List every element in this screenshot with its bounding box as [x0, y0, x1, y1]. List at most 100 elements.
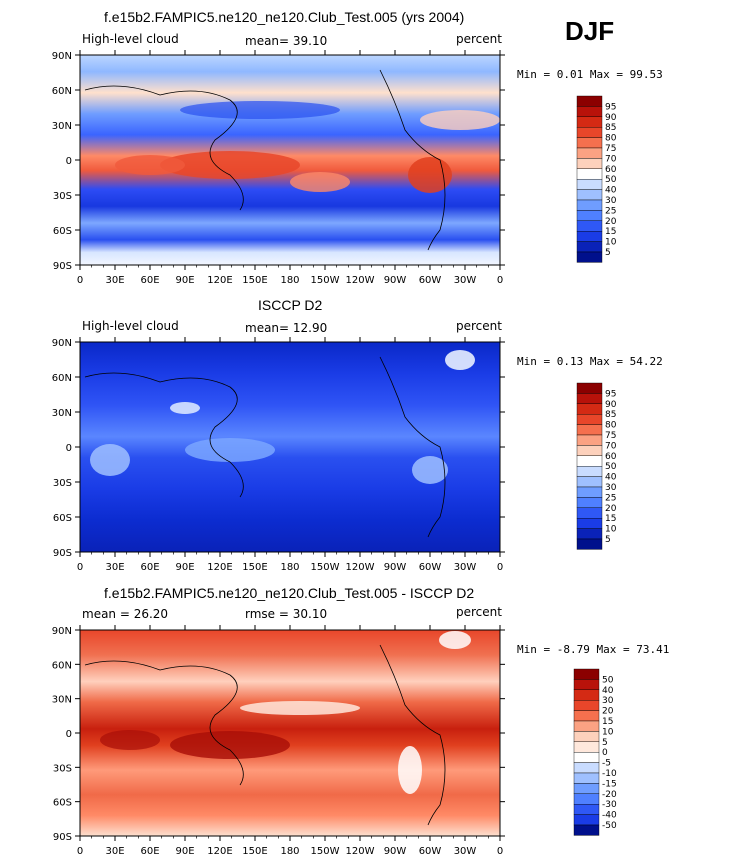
colorbar-label: 15 [605, 227, 616, 237]
colorbar-label: 0 [602, 748, 608, 758]
x-tick-label: 90W [384, 562, 407, 573]
x-tick-label: 30W [454, 275, 477, 286]
map-1-blob [160, 151, 300, 179]
x-tick-label: 0 [77, 562, 83, 573]
colorbar-label: -20 [602, 790, 617, 800]
colorbar-label: 95 [605, 389, 616, 399]
colorbar-label: -50 [602, 821, 617, 831]
colorbar-box [576, 126, 603, 138]
colorbar-label: 25 [605, 493, 616, 503]
colorbar-box [573, 668, 600, 680]
colorbar-label: 5 [602, 738, 608, 748]
colorbar-label: 5 [605, 535, 611, 545]
colorbar-box [576, 382, 603, 394]
y-tick-label: 0 [66, 156, 72, 167]
colorbar-box [576, 116, 603, 128]
map-1-blob [290, 172, 350, 192]
x-tick-label: 150E [242, 275, 267, 286]
x-tick-label: 120E [207, 275, 232, 286]
colorbar-box [573, 679, 600, 691]
colorbar-box [576, 455, 603, 467]
y-tick-label: 60S [53, 226, 72, 237]
x-tick-label: 180 [280, 846, 299, 857]
colorbar-box [573, 710, 600, 722]
colorbar-label: 5 [605, 248, 611, 258]
x-tick-label: 60E [140, 846, 159, 857]
colorbar-label: 30 [605, 196, 617, 206]
colorbar-label: 80 [605, 134, 617, 144]
y-tick-label: 90S [53, 832, 72, 843]
colorbar-label: 85 [605, 410, 616, 420]
colorbar-label: 15 [605, 514, 616, 524]
colorbar-label: 50 [605, 175, 617, 185]
y-tick-label: 60N [52, 660, 72, 671]
panel-3-title: f.e15b2.FAMPIC5.ne120_ne120.Club_Test.00… [104, 585, 475, 601]
colorbar-box [576, 434, 603, 446]
colorbar-box [573, 793, 600, 805]
x-tick-label: 90E [175, 562, 194, 573]
x-tick-label: 30W [454, 846, 477, 857]
colorbar-box [573, 814, 600, 826]
x-tick-label: 180 [280, 275, 299, 286]
colorbar-box [576, 538, 603, 550]
y-tick-label: 90N [52, 626, 72, 637]
colorbar-label: 20 [605, 504, 617, 514]
colorbar-box [576, 393, 603, 404]
x-tick-label: 30E [105, 846, 124, 857]
colorbar-label: 20 [605, 217, 617, 227]
colorbar-box [573, 700, 600, 711]
panel-2-minmax: Min = 0.13 Max = 54.22 [517, 355, 663, 368]
panel-2-mean: mean= 12.90 [245, 321, 328, 335]
colorbar-label: 30 [605, 483, 617, 493]
colorbar-label: 95 [605, 102, 616, 112]
colorbar-box [573, 804, 600, 815]
colorbar-box [573, 783, 600, 795]
y-tick-label: 30N [52, 121, 72, 132]
colorbar-label: 40 [605, 473, 617, 483]
y-tick-label: 90N [52, 338, 72, 349]
x-tick-label: 0 [497, 562, 503, 573]
colorbar-box [576, 189, 603, 201]
y-tick-label: 90S [53, 261, 72, 272]
colorbar-label: 80 [605, 421, 617, 431]
coastline [379, 644, 446, 826]
colorbar-box [576, 251, 603, 263]
panel-1-title: f.e15b2.FAMPIC5.ne120_ne120.Club_Test.00… [104, 9, 465, 25]
colorbar-box [576, 230, 603, 242]
colorbar-box [576, 106, 603, 118]
x-tick-label: 90E [175, 275, 194, 286]
colorbar-label: 10 [605, 238, 617, 248]
panel-2-units: percent [456, 319, 502, 333]
map-3-blob [398, 746, 422, 794]
panel-1-mean: mean= 39.10 [245, 34, 328, 48]
panel-3-units: percent [456, 605, 502, 619]
colorbar-box [576, 178, 603, 190]
x-tick-label: 30W [454, 562, 477, 573]
colorbar-box [576, 199, 603, 211]
x-tick-label: 60W [419, 275, 442, 286]
x-tick-label: 150E [242, 846, 267, 857]
colorbar-label: 60 [605, 452, 617, 462]
colorbar-box [576, 137, 603, 149]
colorbar-label: -15 [602, 779, 617, 789]
x-tick-label: 60E [140, 562, 159, 573]
map-1-blob [408, 157, 452, 193]
colorbar-label: 10 [605, 525, 617, 535]
colorbar-label: 85 [605, 123, 616, 133]
y-tick-label: 60N [52, 373, 72, 384]
x-tick-label: 30E [105, 275, 124, 286]
colorbar-label: 20 [602, 707, 614, 717]
x-tick-label: 180 [280, 562, 299, 573]
x-tick-label: 120E [207, 562, 232, 573]
x-tick-label: 60W [419, 562, 442, 573]
colorbar-box [573, 772, 600, 784]
map-2-blob [445, 350, 475, 370]
map-2-blob [90, 444, 130, 476]
colorbar-label: 60 [605, 165, 617, 175]
map-1-blob [115, 155, 185, 175]
x-tick-label: 120E [207, 846, 232, 857]
colorbar-label: -40 [602, 811, 617, 821]
colorbar-label: 40 [605, 186, 617, 196]
colorbar-box [576, 424, 603, 436]
panel-3-rmse: rmse = 30.10 [245, 607, 328, 621]
